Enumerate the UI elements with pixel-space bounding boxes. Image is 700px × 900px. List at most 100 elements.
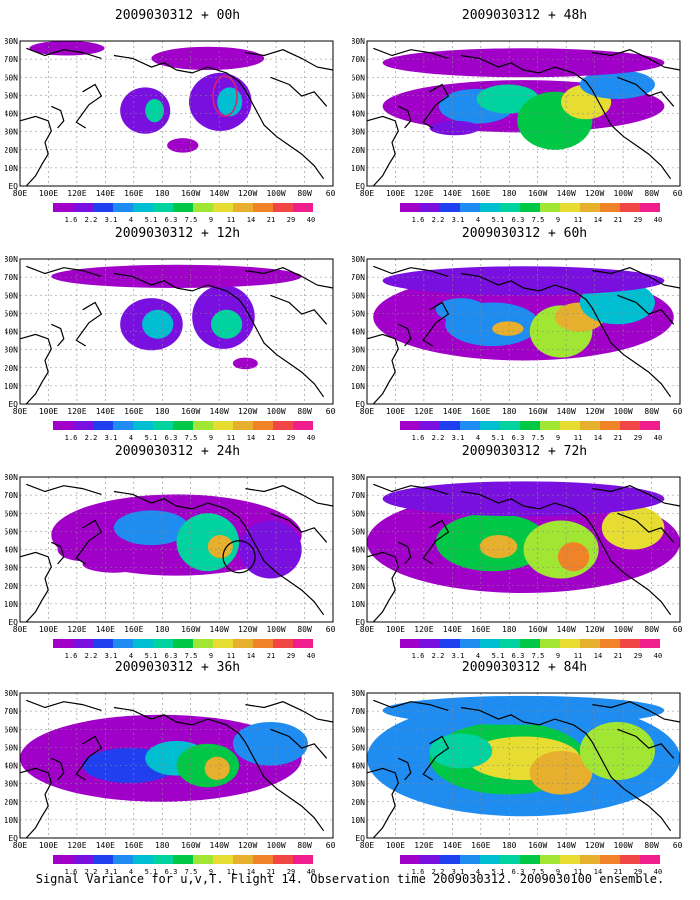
lon-tick-label: 180 — [155, 189, 170, 198]
coastline — [592, 701, 681, 723]
lon-tick-label: 60W — [673, 407, 682, 416]
colorbar-swatch — [153, 421, 173, 430]
lon-tick-label: 60W — [326, 189, 335, 198]
colorbar-swatch — [233, 203, 253, 212]
colorbar-swatch — [400, 639, 420, 648]
coastline — [176, 502, 325, 616]
lon-tick-label: 80E — [360, 625, 375, 634]
lat-tick-label: 50N — [5, 91, 18, 100]
lon-tick-label: 160W — [528, 407, 547, 416]
lat-tick-label: 20N — [352, 582, 365, 591]
colorbar-label: 6.3 — [512, 868, 525, 876]
map-frame — [366, 692, 681, 839]
panel-title: 2009030312 + 72h — [461, 444, 588, 459]
panel-24h: 2009030312 + 24h 80N 70N 60N 50N 40N 30N 20N 10… — [5, 444, 350, 669]
coastline — [26, 699, 102, 711]
colorbar-label: 5.1 — [492, 434, 505, 442]
lat-tick-label: 70N — [352, 55, 365, 64]
coastline — [617, 76, 675, 107]
variance-contour — [167, 138, 199, 153]
coastline — [366, 115, 399, 187]
lon-tick-label: 140W — [210, 841, 229, 850]
lat-tick-label: 80N — [352, 255, 365, 264]
lon-tick-label: 180 — [502, 841, 517, 850]
lat-tick-label: 30N — [5, 780, 18, 789]
lon-tick-label: 160E — [471, 625, 490, 634]
panel-48h: 2009030312 + 48h 80N 70N 60N 50N 40N 30N 20N 10… — [352, 8, 697, 233]
colorbar-label: 11 — [574, 652, 582, 660]
colorbar-label: 9 — [209, 652, 213, 660]
lat-tick-label: 20N — [5, 798, 18, 807]
variance-contour — [382, 481, 665, 517]
lon-tick-label: 160E — [471, 407, 490, 416]
lon-tick-label: 140E — [443, 189, 462, 198]
lon-tick-label: 60W — [326, 625, 335, 634]
lon-tick-label: 100E — [39, 407, 58, 416]
lon-tick-label: 180 — [155, 841, 170, 850]
colorbar-label: 6.3 — [165, 216, 178, 224]
colorbar-label: 14 — [247, 434, 255, 442]
colorbar: 1.6 2.2 3.1 4 5.1 6.3 7.5 9 11 14 21 29 40 — [53, 203, 315, 224]
colorbar-swatch — [440, 421, 460, 430]
colorbar-label: 7.5 — [532, 216, 545, 224]
lat-tick-label: 60N — [5, 291, 18, 300]
coastline — [113, 54, 177, 71]
colorbar-label: 2.2 — [432, 652, 445, 660]
lon-tick-label: 80E — [360, 189, 375, 198]
panel-12h: 2009030312 + 12h 80N 70N 60N 50N 40N 30N 20N 10… — [5, 226, 350, 451]
coastline — [460, 272, 524, 289]
variance-contour — [217, 87, 243, 117]
lat-tick-label: 30N — [5, 128, 18, 137]
lon-tick-label: 60W — [326, 407, 335, 416]
coastline — [270, 294, 328, 325]
panel-36h: 2009030312 + 36h 80N 70N 60N 50N 40N 30N 20N 10… — [5, 660, 350, 885]
colorbar-label: 14 — [247, 216, 255, 224]
variance-contour — [557, 542, 590, 572]
coastline — [51, 323, 65, 347]
lat-tick-label: 10N — [352, 600, 365, 609]
colorbar-swatch — [73, 203, 93, 212]
lat-tick-label: 70N — [5, 491, 18, 500]
colorbar-swatch — [133, 639, 153, 648]
colorbar-label: 21 — [614, 434, 622, 442]
lat-tick-label: 60N — [352, 725, 365, 734]
coastline — [592, 49, 681, 71]
lon-tick-label: 60W — [326, 841, 335, 850]
colorbar-label: 6.3 — [512, 434, 525, 442]
colorbar-label: 1.6 — [65, 868, 78, 876]
lat-tick-label: 80N — [5, 255, 18, 264]
lon-tick-label: 120E — [67, 841, 86, 850]
coastline — [75, 735, 103, 781]
coastline — [460, 490, 524, 507]
colorbar-swatch — [133, 855, 153, 864]
lon-tick-label: 120W — [238, 189, 257, 198]
colorbar-label: 9 — [556, 868, 560, 876]
lat-tick-label: EQ — [8, 182, 18, 191]
lat-tick-label: EQ — [355, 182, 365, 191]
variance-contour — [382, 266, 665, 296]
lat-tick-label: 10N — [5, 382, 18, 391]
colorbar-swatch — [293, 203, 313, 212]
panel-title: 2009030312 + 84h — [461, 660, 588, 675]
colorbar: 1.6 2.2 3.1 4 5.1 6.3 7.5 9 11 14 21 29 40 — [53, 855, 315, 876]
coastline — [398, 105, 412, 129]
colorbar-swatch — [113, 639, 133, 648]
coastline — [422, 735, 450, 781]
colorbar-swatch — [233, 639, 253, 648]
lon-tick-label: 120W — [238, 625, 257, 634]
lat-tick-label: 40N — [352, 546, 365, 555]
colorbar-label: 2.2 — [85, 868, 98, 876]
variance-contour — [429, 120, 480, 136]
colorbar-swatch — [153, 639, 173, 648]
colorbar-label: 40 — [654, 652, 662, 660]
lat-tick-label: 70N — [5, 273, 18, 282]
colorbar-swatch — [440, 855, 460, 864]
lon-tick-label: 160E — [124, 625, 143, 634]
colorbar-swatch — [293, 421, 313, 430]
colorbar: 1.6 2.2 3.1 4 5.1 6.3 7.5 9 11 14 21 29 40 — [400, 421, 662, 442]
colorbar-label: 21 — [614, 216, 622, 224]
lon-tick-label: 100E — [386, 407, 405, 416]
colorbar-label: 5.1 — [145, 434, 158, 442]
